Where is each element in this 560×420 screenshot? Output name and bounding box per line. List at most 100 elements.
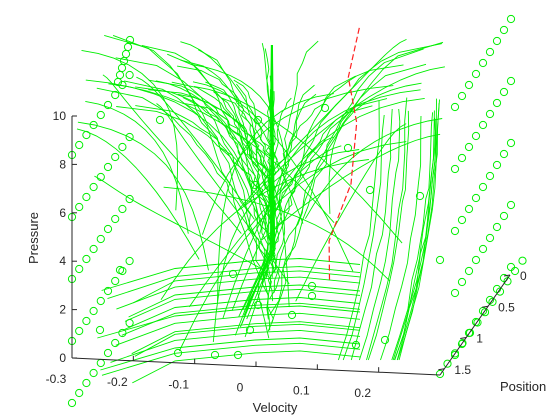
streamline bbox=[77, 121, 209, 271]
streamline bbox=[85, 100, 189, 234]
data-marker bbox=[96, 110, 105, 120]
data-marker bbox=[75, 264, 84, 274]
streamline bbox=[350, 108, 393, 361]
streamline bbox=[269, 41, 444, 315]
streamline bbox=[269, 105, 373, 249]
streamline bbox=[94, 175, 263, 270]
data-marker bbox=[518, 256, 527, 265]
streamline bbox=[396, 98, 437, 361]
streamline bbox=[212, 149, 360, 343]
streamlines bbox=[76, 25, 445, 384]
data-marker bbox=[125, 318, 134, 328]
streamline bbox=[128, 284, 361, 318]
streamline bbox=[268, 43, 443, 220]
streamline bbox=[97, 305, 361, 339]
data-marker bbox=[488, 297, 497, 306]
data-marker bbox=[287, 310, 297, 320]
data-marker bbox=[307, 281, 317, 291]
data-marker bbox=[118, 328, 127, 338]
data-marker bbox=[351, 340, 361, 350]
streamline bbox=[234, 44, 272, 336]
data-marker bbox=[121, 49, 131, 59]
data-marker bbox=[457, 91, 467, 101]
data-marker bbox=[111, 276, 120, 286]
data-marker bbox=[82, 378, 91, 388]
data-marker bbox=[492, 98, 502, 108]
data-marker bbox=[103, 162, 113, 172]
streamline bbox=[236, 38, 407, 213]
streamline bbox=[108, 83, 335, 224]
data-marker bbox=[343, 143, 353, 153]
data-marker bbox=[245, 325, 255, 335]
data-marker bbox=[82, 130, 91, 140]
data-marker bbox=[365, 185, 375, 195]
data-marker bbox=[415, 191, 425, 201]
streamline bbox=[148, 89, 272, 158]
streamline bbox=[116, 276, 361, 310]
streamline bbox=[337, 100, 380, 361]
streamline bbox=[101, 258, 361, 291]
x-tick-label: -0.2 bbox=[107, 375, 128, 389]
data-marker bbox=[125, 194, 134, 204]
streamline bbox=[163, 186, 391, 282]
data-marker bbox=[89, 368, 98, 378]
streamline bbox=[115, 57, 272, 216]
y-axis-line bbox=[439, 274, 511, 376]
data-marker bbox=[435, 369, 445, 379]
data-marker bbox=[471, 255, 481, 265]
data-marker bbox=[96, 296, 105, 306]
data-marker bbox=[111, 152, 120, 162]
data-marker bbox=[210, 350, 220, 360]
data-marker bbox=[471, 69, 481, 79]
data-marker bbox=[450, 349, 460, 358]
data-marker bbox=[82, 316, 91, 326]
streamline bbox=[102, 74, 242, 234]
streamline bbox=[135, 86, 269, 189]
data-marker bbox=[506, 76, 516, 86]
data-marker bbox=[495, 287, 505, 296]
data-marker bbox=[111, 90, 120, 100]
data-marker bbox=[506, 200, 516, 210]
data-marker bbox=[492, 222, 502, 232]
data-marker bbox=[492, 160, 502, 170]
data-marker bbox=[75, 202, 84, 212]
data-marker bbox=[506, 138, 516, 148]
streamline bbox=[160, 159, 369, 301]
data-marker bbox=[450, 288, 460, 298]
streamline bbox=[397, 99, 440, 361]
data-marker bbox=[480, 308, 490, 317]
streamline bbox=[246, 44, 276, 320]
streamline bbox=[241, 45, 273, 324]
data-marker bbox=[464, 204, 474, 214]
z-tick-label: 2 bbox=[59, 303, 66, 317]
data-marker bbox=[464, 80, 474, 90]
streamline bbox=[132, 270, 361, 304]
data-marker bbox=[96, 234, 105, 244]
data-marker bbox=[465, 328, 475, 337]
streamline bbox=[148, 79, 273, 195]
data-marker bbox=[125, 256, 134, 266]
data-marker bbox=[253, 300, 263, 310]
streamline bbox=[107, 266, 361, 300]
data-marker bbox=[155, 115, 165, 125]
streamline bbox=[222, 97, 425, 319]
x-tick-label: -0.3 bbox=[46, 372, 67, 386]
data-marker bbox=[450, 226, 460, 236]
streamline bbox=[182, 97, 271, 331]
data-marker bbox=[506, 262, 516, 272]
streamline bbox=[104, 34, 272, 292]
streamline bbox=[178, 141, 407, 352]
y-tick bbox=[460, 337, 467, 339]
streamline bbox=[304, 118, 443, 219]
data-marker bbox=[82, 192, 91, 202]
data-marker bbox=[103, 224, 113, 234]
streamline bbox=[188, 145, 342, 308]
data-marker bbox=[380, 335, 390, 345]
streamline bbox=[132, 350, 361, 384]
streamline bbox=[393, 117, 436, 361]
data-marker bbox=[464, 266, 474, 276]
data-marker bbox=[89, 244, 98, 254]
y-tick bbox=[482, 305, 489, 308]
data-marker bbox=[499, 87, 509, 97]
